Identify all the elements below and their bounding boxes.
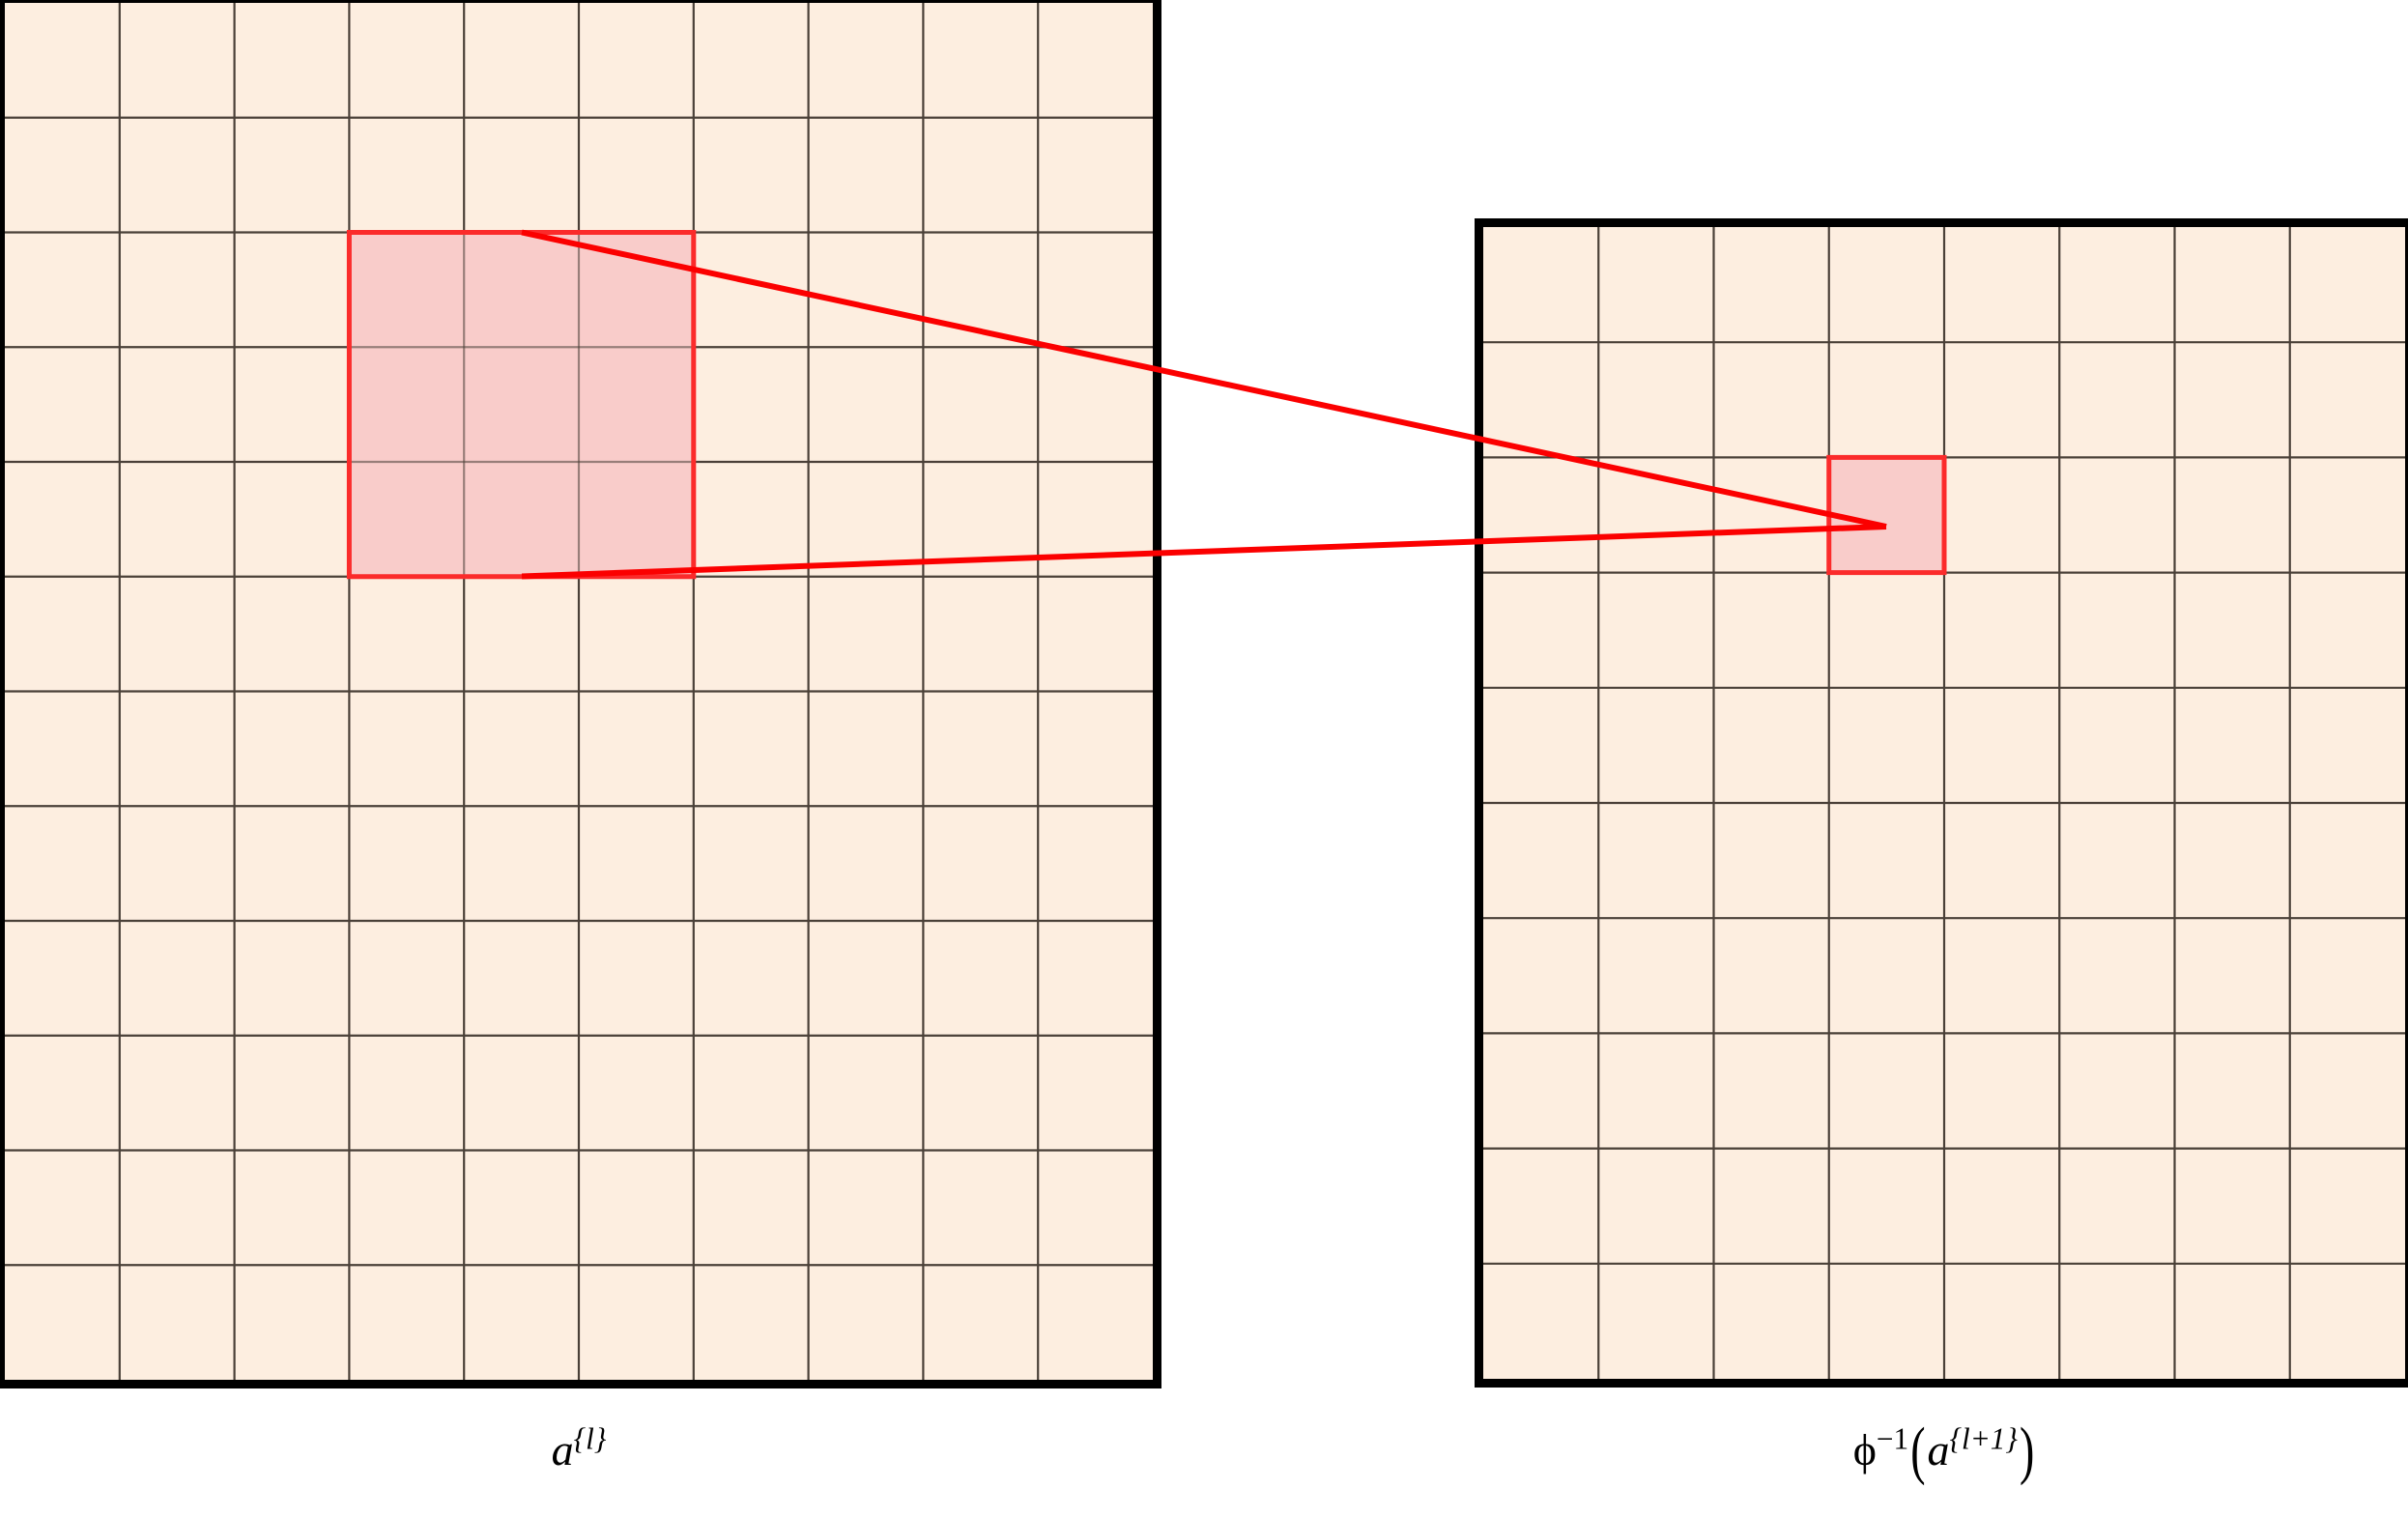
- left-receptive-field-inner-lines: [349, 232, 694, 577]
- right-label-superscript: {l+1}: [1949, 1421, 2018, 1456]
- right-label-base: a: [1927, 1425, 1950, 1474]
- right-grid-lines: [1483, 227, 2405, 1379]
- right-panel-label: ϕ−1(a{l+1}): [1483, 1417, 2406, 1482]
- right-grid-outer-border: [1475, 218, 2408, 1388]
- connector-top: [521, 229, 1887, 530]
- left-label-superscript: {l}: [573, 1421, 607, 1456]
- right-label-close-paren: ): [2019, 1414, 2035, 1486]
- left-panel: [0, 0, 1161, 1388]
- left-label-base: a: [551, 1425, 574, 1474]
- left-grid-outer-border: [0, 0, 1161, 1388]
- connector-bottom: [521, 524, 1887, 580]
- correspondence-lines: [521, 229, 1887, 580]
- left-receptive-field-outline: [346, 230, 697, 580]
- right-panel: [1475, 218, 2408, 1388]
- right-output-unit-fill: [1828, 457, 1944, 573]
- right-label-open-paren: (: [1910, 1414, 1926, 1486]
- right-label-operator: ϕ: [1852, 1425, 1877, 1474]
- left-panel-label: a{l}: [0, 1424, 1158, 1474]
- left-receptive-field-fill: [349, 232, 694, 577]
- right-label-operator-superscript: −1: [1876, 1421, 1909, 1456]
